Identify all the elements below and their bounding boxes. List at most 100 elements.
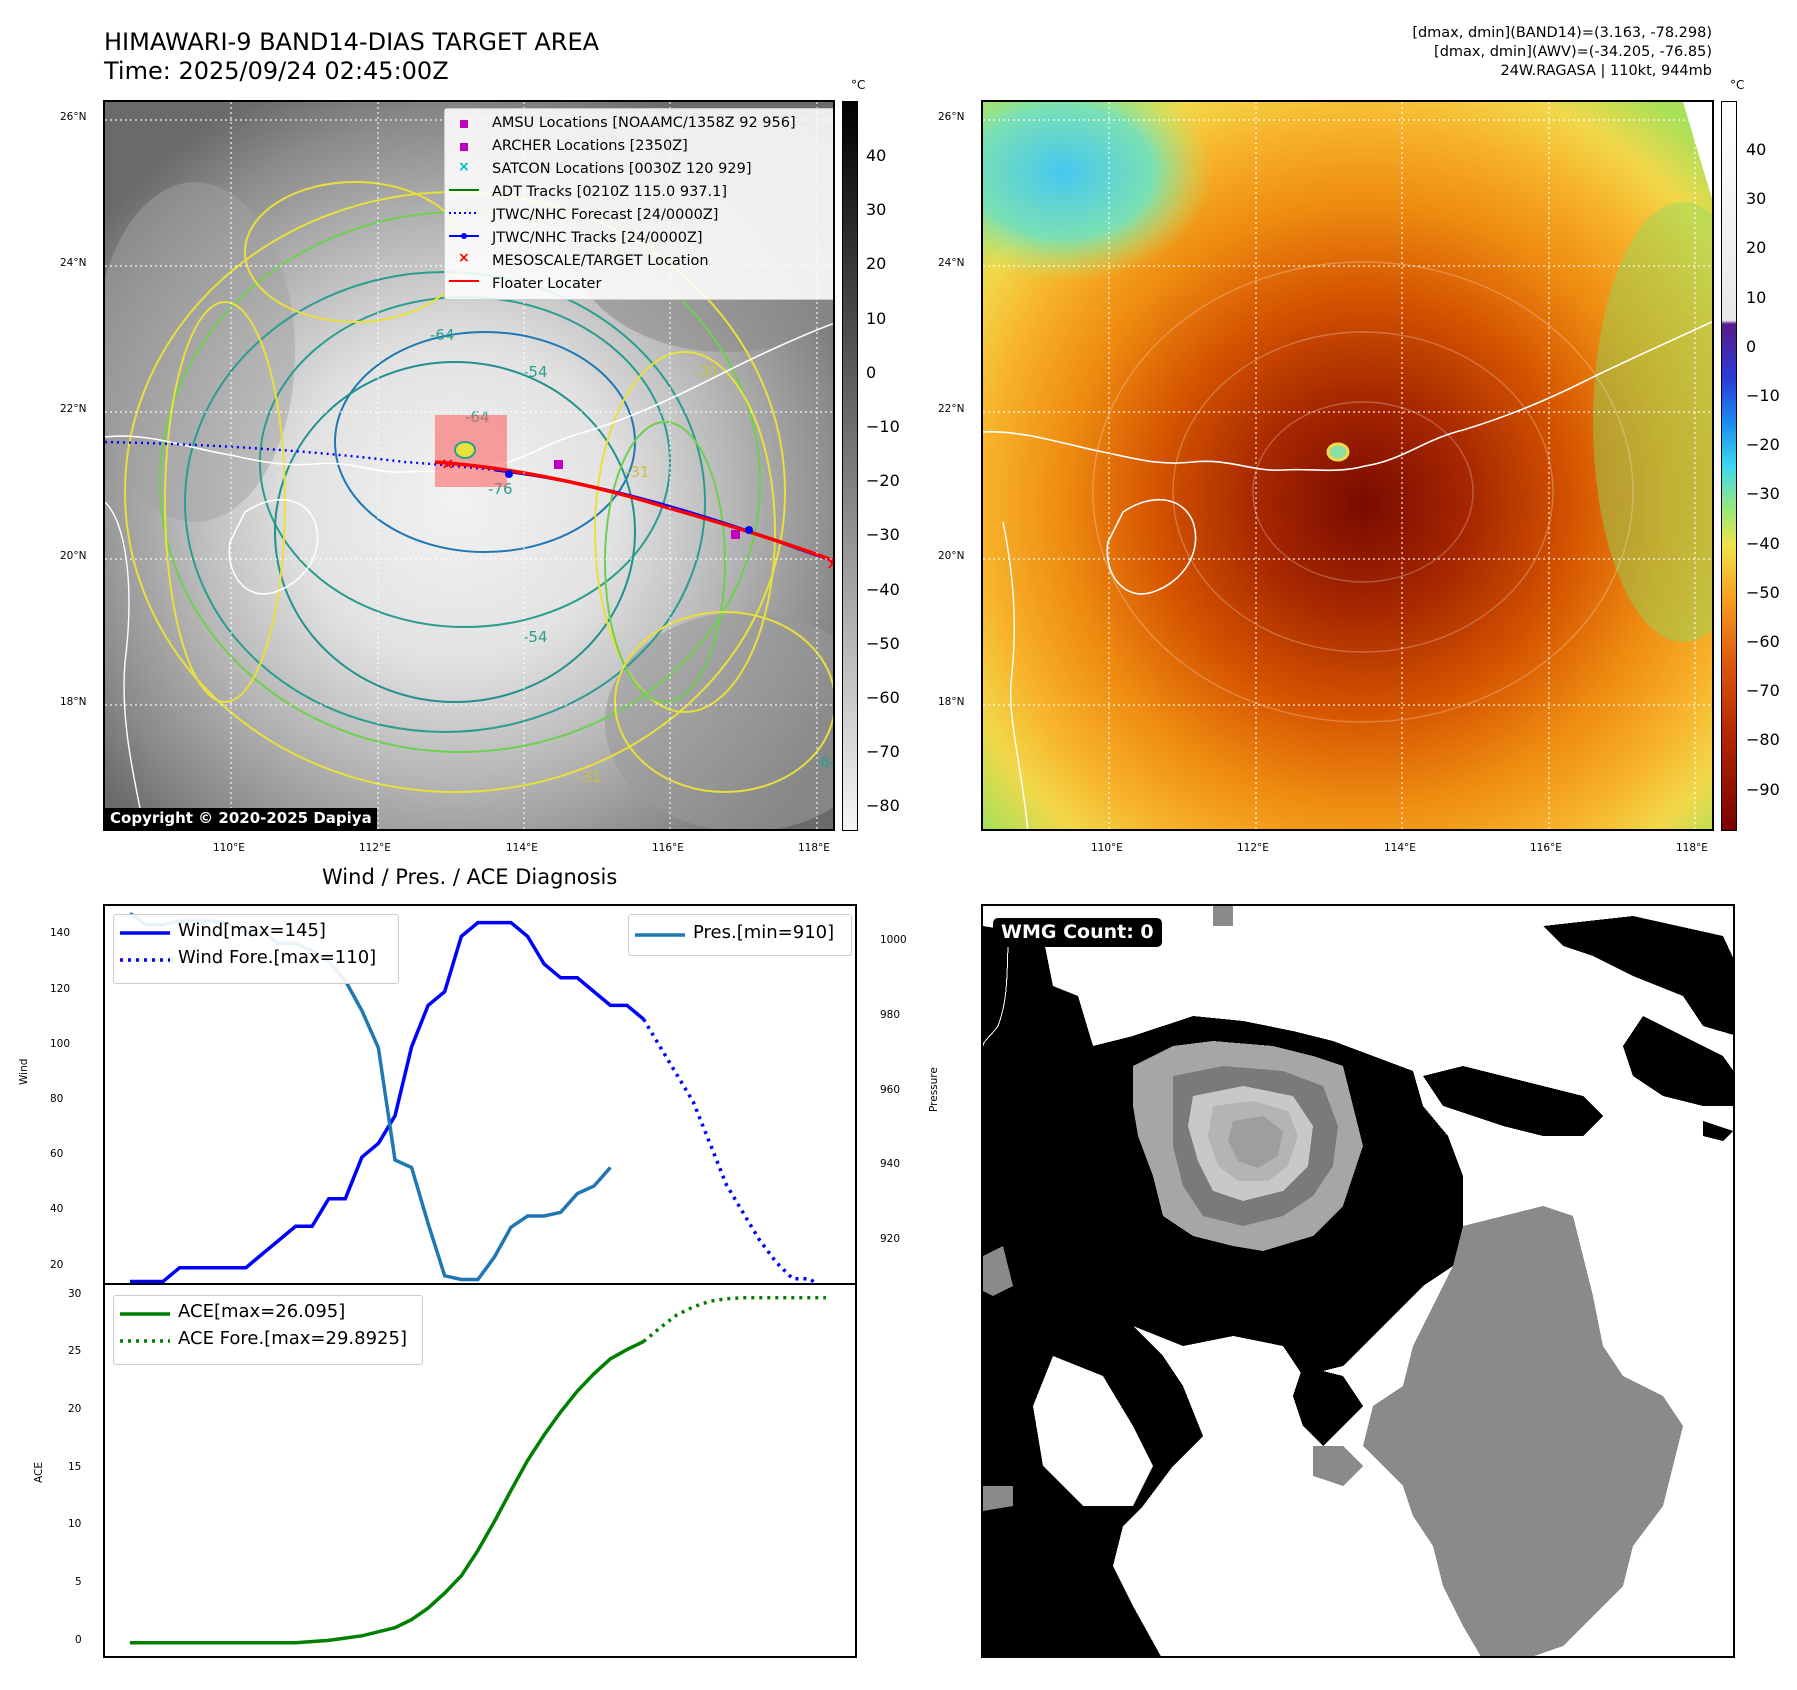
contour-label: -31 (695, 363, 720, 381)
colorbar-tick-label: −10 (866, 417, 900, 436)
ir-grayscale-map: -64 -54 -31 -76 -64 -54 -31 -31 -64 × × (103, 100, 835, 831)
wind-series-line (129, 920, 645, 1283)
legend-satcon: SATCON Locations [0030Z 120 929] (492, 161, 752, 177)
wmg-count-badge: WMG Count: 0 (993, 918, 1162, 947)
wind-tick-label: 60 (50, 1148, 64, 1161)
lon-label: 112°E (359, 842, 391, 854)
legend-amsu: AMSU Locations [NOAAMC/1358Z 92 956] (492, 115, 796, 131)
lon-label: 116°E (652, 842, 684, 854)
colorbar-tick-label: 20 (866, 254, 887, 274)
pressure-legend: Pres.[min=910] (628, 914, 852, 956)
lat-label: 24°N (60, 257, 87, 269)
legend-jtwc-forecast: JTWC/NHC Forecast [24/0000Z] (492, 207, 719, 223)
lon-label: 118°E (798, 842, 830, 854)
wind-forecast-series-line (642, 1018, 819, 1283)
contour-label: -64 (430, 326, 455, 344)
wmg-panel: WMG Count: 0 (981, 904, 1735, 1658)
legend-wind-forecast: Wind Fore.[max=110] (178, 947, 377, 968)
svg-text:×: × (826, 554, 835, 573)
legend-handles: × × (449, 120, 479, 282)
contour-label: -31 (625, 463, 650, 481)
colorbar-tick-label: 0 (1746, 336, 1757, 356)
lon-label: 112°E (1237, 842, 1269, 854)
colorbar-tick-label: −10 (1746, 386, 1780, 405)
colorbar-tick-label: −40 (866, 579, 900, 599)
lon-label: 110°E (1091, 842, 1123, 854)
coastline-enhanced (983, 320, 1712, 472)
ace-tick-label: 10 (68, 1518, 82, 1531)
lat-label: 22°N (60, 403, 87, 415)
colorbar-tick-label: 0 (866, 362, 877, 382)
colorbar-tick-label: −40 (1746, 533, 1780, 553)
ace-panel: ACE[max=26.095] ACE Fore.[max=29.8925] (103, 1283, 857, 1658)
diagnosis-title: Wind / Pres. / ACE Diagnosis (322, 865, 618, 889)
contour-label: -31 (577, 768, 602, 786)
ace-tick-label: 15 (68, 1460, 82, 1473)
mesoscale-marker: × (441, 454, 454, 473)
archer-marker (731, 530, 740, 539)
colorbar-tick-label: −70 (1746, 681, 1780, 701)
chart-time: Time: 2025/09/24 02:45:00Z (104, 57, 449, 85)
eye-marker-enhanced (1326, 442, 1350, 462)
wmg-image (983, 906, 1733, 1656)
colorbar-tick-label: −60 (1746, 632, 1780, 651)
wind-tick-label: 20 (50, 1258, 64, 1271)
colorbar-tick-label: −20 (866, 471, 900, 491)
lon-label: 118°E (1676, 842, 1708, 854)
colorbar-tick-label: 40 (1746, 140, 1767, 159)
ace-tick-label: 30 (68, 1287, 82, 1300)
colorbar-tick-label: −80 (1746, 730, 1780, 750)
ace-tick-label: 25 (68, 1345, 82, 1358)
ace-plot (129, 1295, 826, 1645)
colorbar-tick-label: −70 (866, 742, 900, 762)
colorbar-tick-label: −30 (1746, 484, 1780, 504)
pressure-tick-label: 960 (880, 1083, 901, 1096)
ace-tick-label: 20 (68, 1402, 82, 1415)
colorbar-tick-label: 10 (1746, 287, 1767, 307)
legend-floater: Floater Locater (492, 276, 602, 292)
wind-tick-label: 80 (50, 1093, 64, 1106)
wind-pressure-panel: Wind[max=145] Wind Fore.[max=110] Pres.[… (103, 904, 857, 1285)
colorbar-tick-label: −50 (1746, 582, 1780, 602)
ir-enhanced-svg (983, 102, 1712, 829)
chart-title: HIMAWARI-9 BAND14-DIAS TARGET AREA (104, 28, 600, 56)
lon-label: 114°E (1384, 842, 1416, 854)
colorbar-tick-label: 20 (1746, 238, 1767, 258)
color-colorbar (1721, 101, 1737, 831)
wind-tick-label: 120 (50, 982, 71, 995)
contour-label: -54 (523, 363, 548, 381)
pressure-tick-label: 1000 (880, 934, 907, 947)
colorbar-tick-label: −80 (866, 796, 900, 816)
wmg-gray-region (1363, 1206, 1683, 1656)
colorbar-tick-label: 40 (866, 146, 887, 165)
colorbar-tick-label: −50 (866, 633, 900, 653)
wind-tick-label: 100 (50, 1037, 71, 1050)
colorbar-tick-label: 30 (866, 200, 887, 220)
jtwc-forecast-track (105, 440, 496, 472)
lon-label: 110°E (213, 842, 245, 854)
lon-label: 114°E (506, 842, 538, 854)
ace-axis-label: ACE (33, 1462, 45, 1483)
lat-label: 20°N (60, 550, 87, 562)
svg-text:×: × (458, 250, 470, 266)
legend-pressure: Pres.[min=910] (693, 922, 835, 943)
ace-legend: ACE[max=26.095] ACE Fore.[max=29.8925] (113, 1295, 423, 1365)
ace-tick-label: 0 (75, 1633, 82, 1646)
copyright-label: Copyright © 2020-2025 Dapiya (105, 808, 377, 829)
contour-label: -54 (523, 628, 548, 646)
wind-axis-label: Wind (18, 1058, 30, 1085)
ace-series-line (129, 1339, 645, 1645)
lat-label: 18°N (60, 696, 87, 708)
wind-tick-label: 40 (50, 1203, 64, 1216)
map-legend: × × AMSU Locations [NOAAMC/1358Z 92 956]… (444, 108, 833, 300)
colorbar-tick-label: −60 (866, 688, 900, 707)
header-storm-info: 24W.RAGASA | 110kt, 944mb (1500, 63, 1712, 79)
legend-jtwc-tracks: JTWC/NHC Tracks [24/0000Z] (492, 230, 703, 246)
pressure-tick-label: 920 (880, 1233, 901, 1246)
colorbar-tick-label: −90 (1746, 779, 1780, 799)
legend-wind: Wind[max=145] (178, 920, 326, 941)
ace-forecast-series-line (642, 1295, 826, 1343)
eye-marker (454, 441, 476, 459)
lat-label: 18°N (938, 696, 965, 708)
colorbar-tick-label: −20 (1746, 435, 1780, 455)
